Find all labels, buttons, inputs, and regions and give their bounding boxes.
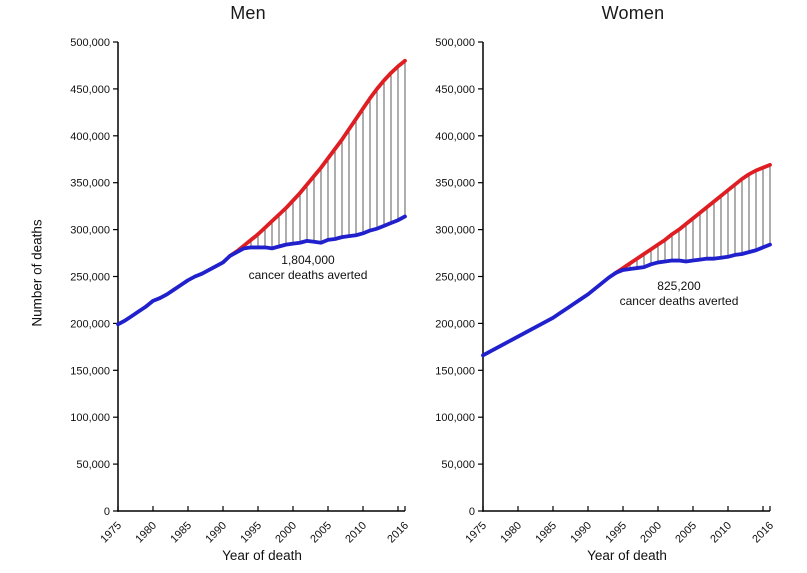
y-tick-label: 450,000 [70, 84, 110, 96]
y-tick-label: 450,000 [435, 84, 475, 96]
y-tick-label: 200,000 [435, 318, 475, 330]
men-averted-caption: cancer deaths averted [248, 268, 368, 282]
women-chart-title: Women [601, 3, 665, 23]
y-tick-label: 350,000 [435, 178, 475, 190]
x-tick-label: 1985 [533, 520, 559, 546]
men-averted-annotation: 1,804,000 cancer deaths averted [249, 253, 368, 283]
x-tick-label: 1980 [133, 520, 159, 546]
y-tick-label: 50,000 [441, 459, 475, 471]
women-x-axis-label: Year of death [587, 548, 667, 563]
x-tick-label: 1975 [463, 520, 489, 546]
men-x-axis-label: Year of death [222, 548, 302, 563]
men-chart-title: Men [230, 3, 266, 23]
x-tick-label: 1975 [98, 520, 124, 546]
x-tick-label: 1990 [568, 520, 594, 546]
x-tick-label: 2000 [273, 520, 299, 546]
y-tick-label: 400,000 [435, 131, 475, 143]
y-tick-label: 400,000 [70, 131, 110, 143]
x-tick-label: 2016 [750, 520, 776, 546]
y-tick-label: 50,000 [76, 459, 110, 471]
y-tick-label: 150,000 [70, 365, 110, 377]
y-tick-label: 200,000 [70, 318, 110, 330]
women-averted-count: 825,200 [657, 279, 701, 293]
x-tick-label: 1995 [603, 520, 629, 546]
y-tick-label: 250,000 [435, 272, 475, 284]
x-tick-label: 2016 [385, 520, 411, 546]
x-tick-label: 1985 [168, 520, 194, 546]
women-averted-caption: cancer deaths averted [619, 294, 739, 308]
y-tick-label: 300,000 [435, 225, 475, 237]
x-tick-label: 2005 [308, 520, 334, 546]
y-tick-label: 150,000 [435, 365, 475, 377]
x-tick-label: 2000 [638, 520, 664, 546]
men-averted-count: 1,804,000 [281, 253, 335, 267]
expected-deaths-line [228, 58, 407, 258]
y-axis-label: Number of deaths [29, 219, 45, 327]
y-tick-label: 0 [469, 506, 475, 518]
observed-deaths-line [116, 214, 407, 327]
women-averted-annotation: 825,200 cancer deaths averted [620, 279, 739, 309]
y-tick-label: 250,000 [70, 272, 110, 284]
x-tick-label: 1980 [498, 520, 524, 546]
y-tick-label: 100,000 [70, 412, 110, 424]
x-tick-label: 1995 [238, 520, 264, 546]
y-tick-label: 0 [104, 506, 110, 518]
y-tick-label: 500,000 [70, 37, 110, 49]
y-tick-label: 100,000 [435, 412, 475, 424]
x-tick-label: 2005 [673, 520, 699, 546]
expected-deaths-line [614, 162, 772, 275]
y-tick-label: 300,000 [70, 225, 110, 237]
x-tick-label: 2010 [343, 520, 369, 546]
observed-deaths-line [481, 242, 772, 358]
y-tick-label: 350,000 [70, 178, 110, 190]
y-tick-label: 500,000 [435, 37, 475, 49]
x-tick-label: 2010 [708, 520, 734, 546]
x-tick-label: 1990 [203, 520, 229, 546]
